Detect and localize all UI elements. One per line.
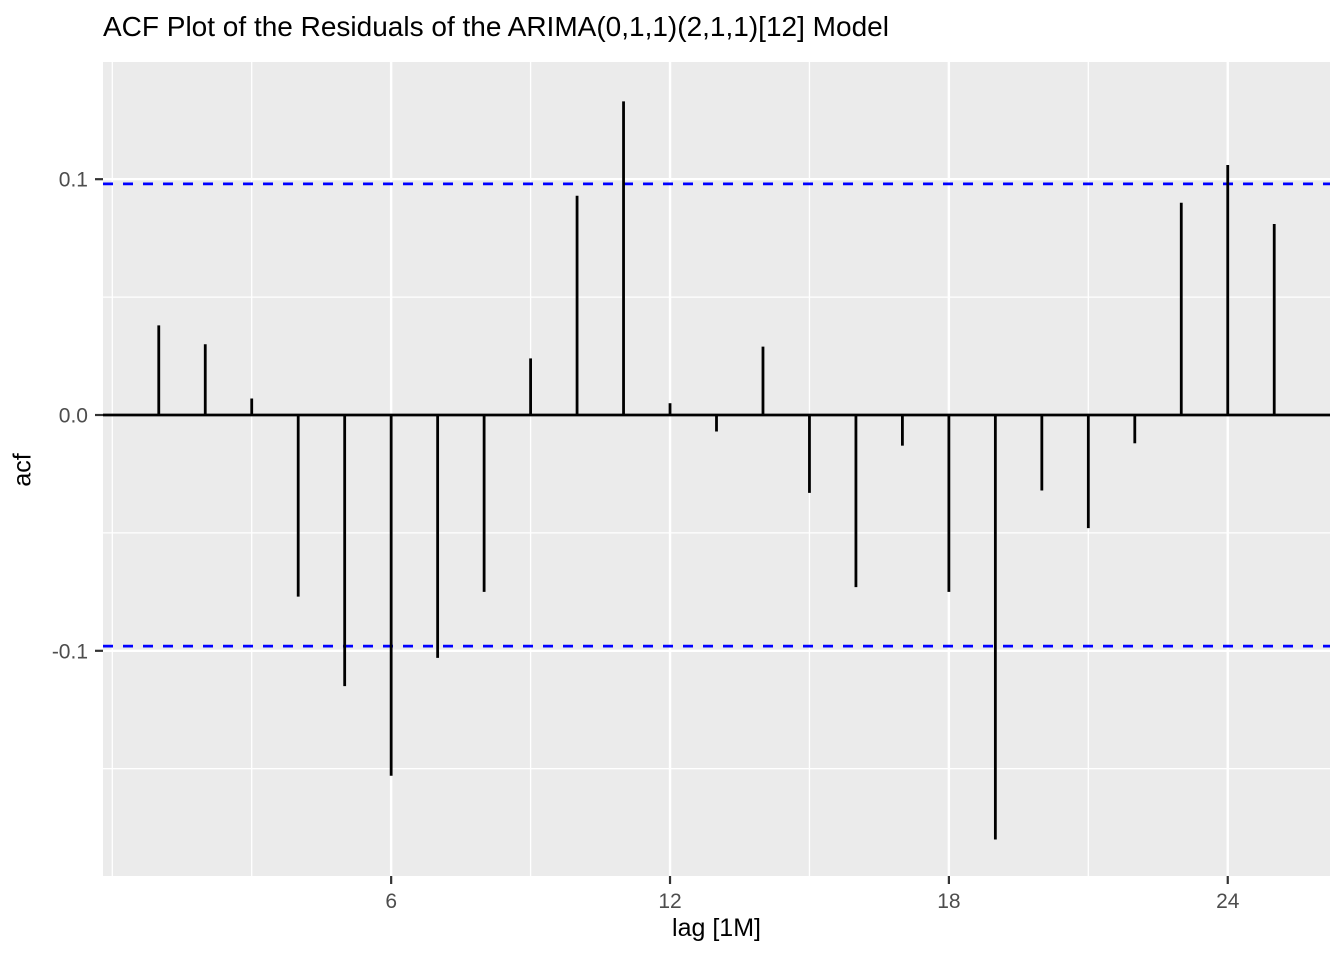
- x-tick-label: 6: [385, 890, 397, 913]
- plot-panel: [103, 62, 1330, 876]
- x-tick-label: 24: [1216, 890, 1240, 913]
- x-tick-label: 12: [658, 890, 681, 913]
- x-axis-title: lag [1M]: [672, 914, 761, 942]
- x-tick-label: 18: [937, 890, 960, 913]
- y-tick-label: -0.1: [52, 640, 88, 663]
- plot-title: ACF Plot of the Residuals of the ARIMA(0…: [103, 11, 889, 42]
- y-tick-label: 0.1: [59, 169, 88, 192]
- y-tick-label: 0.0: [59, 405, 88, 428]
